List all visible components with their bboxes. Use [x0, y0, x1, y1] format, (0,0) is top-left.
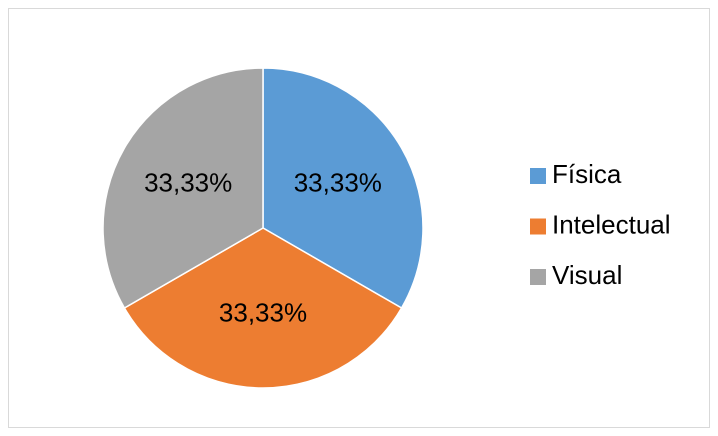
- data-label: 33,33%: [219, 297, 307, 327]
- pie-slice: [262, 67, 424, 310]
- legend-swatch: [530, 168, 546, 184]
- legend-swatch: [530, 269, 546, 285]
- legend-label: Visual: [552, 260, 622, 290]
- pie-slice: [102, 67, 264, 310]
- data-label: 33,33%: [294, 168, 382, 198]
- legend-label: Física: [552, 159, 622, 189]
- pie-slice: [123, 227, 403, 389]
- legend-label: Intelectual: [552, 209, 671, 239]
- data-label: 33,33%: [144, 168, 232, 198]
- legend-swatch: [530, 218, 546, 235]
